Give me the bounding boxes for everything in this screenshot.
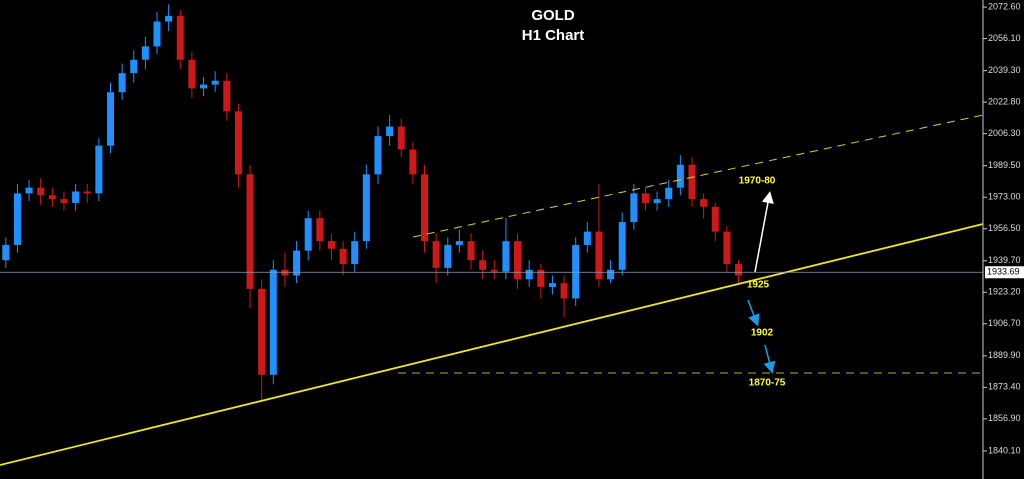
- candle-body: [48, 195, 56, 200]
- candle-body: [165, 15, 173, 22]
- y-tick-label: 2006.30: [988, 128, 1021, 138]
- y-tick-label: 2039.30: [988, 65, 1021, 75]
- candle-body: [537, 269, 545, 287]
- candle-body: [444, 244, 452, 268]
- annotation: 1902: [751, 328, 774, 339]
- candle-body: [607, 269, 615, 280]
- y-tick-label: 1973.00: [988, 192, 1021, 202]
- candle-body: [641, 193, 649, 203]
- candle-body: [269, 269, 277, 375]
- candle-body: [200, 84, 208, 89]
- candle-body: [153, 21, 161, 47]
- candle-body: [188, 59, 196, 89]
- candle-body: [711, 206, 719, 232]
- candle-body: [223, 80, 231, 112]
- candle-body: [304, 218, 312, 251]
- candle-body: [583, 231, 591, 245]
- y-tick-label: 1906.70: [988, 318, 1021, 328]
- candle-body: [665, 187, 673, 200]
- candle-body: [560, 283, 568, 299]
- candles: [2, 4, 743, 402]
- candle-body: [130, 59, 138, 74]
- y-tick-label: 1923.20: [988, 287, 1021, 297]
- chart-subtitle: H1 Chart: [522, 27, 585, 44]
- candle-body: [72, 191, 80, 203]
- candle-body: [572, 244, 580, 299]
- y-tick-label: 1889.90: [988, 350, 1021, 360]
- candle-body: [688, 164, 696, 200]
- down-arrow: [763, 344, 776, 374]
- candle-body: [258, 288, 266, 375]
- annotation: 1870-75: [749, 378, 786, 389]
- y-tick-label: 2022.80: [988, 97, 1021, 107]
- last-price-label: 1933.69: [987, 267, 1020, 277]
- candle-body: [2, 244, 10, 261]
- candle-body: [95, 145, 103, 194]
- candle-body: [374, 136, 382, 175]
- candle-body: [25, 187, 33, 194]
- candle-body: [60, 199, 68, 203]
- up-arrow: [754, 191, 774, 273]
- y-tick-label: 1956.50: [988, 223, 1021, 233]
- candle-body: [618, 222, 626, 270]
- candle-body: [83, 191, 91, 194]
- candle-body: [723, 231, 731, 265]
- candle-body: [211, 80, 219, 85]
- candle-body: [386, 126, 394, 137]
- y-tick-label: 1856.90: [988, 413, 1021, 423]
- candle-body: [525, 269, 533, 280]
- candle-body: [490, 269, 498, 272]
- candle-body: [397, 126, 405, 150]
- y-tick-label: 2072.60: [988, 1, 1021, 11]
- candle-body: [676, 164, 684, 188]
- candle-body: [106, 92, 114, 146]
- candle-body: [409, 149, 417, 175]
- y-tick-label: 2056.10: [988, 33, 1021, 43]
- candle-body: [316, 218, 324, 242]
- y-tick-label: 1939.70: [988, 255, 1021, 265]
- annotation: 1925: [747, 280, 770, 291]
- candle-body: [514, 241, 522, 280]
- candle-body: [176, 15, 184, 60]
- candle-body: [630, 193, 638, 223]
- candle-body: [653, 199, 661, 203]
- candle-body: [327, 241, 335, 249]
- candle-body: [432, 241, 440, 268]
- candle-body: [37, 187, 45, 196]
- candle-body: [479, 260, 487, 270]
- y-tick-label: 1989.50: [988, 160, 1021, 170]
- down-arrow: [747, 299, 760, 327]
- candle-body: [595, 231, 603, 280]
- y-tick-label: 1873.40: [988, 382, 1021, 392]
- candle-body: [13, 193, 21, 245]
- y-tick-label: 1840.10: [988, 445, 1021, 455]
- candle-body: [455, 241, 463, 245]
- candle-body: [700, 199, 708, 207]
- candle-body: [351, 241, 359, 265]
- candle-body: [141, 46, 149, 60]
- annotation: 1970-80: [739, 176, 776, 187]
- last-price-box: [985, 266, 1024, 279]
- candle-body: [467, 241, 475, 261]
- candle-body: [420, 174, 428, 242]
- support-trendline: [0, 223, 984, 466]
- candle-body: [362, 174, 370, 242]
- candle-body: [246, 174, 254, 289]
- candle-body: [502, 241, 510, 272]
- candle-body: [548, 283, 556, 287]
- candle-body: [118, 73, 126, 93]
- candle-body: [339, 248, 347, 265]
- chart-title: GOLD: [531, 7, 574, 24]
- candle-body: [234, 111, 242, 175]
- candle-body: [293, 250, 301, 276]
- candle-body: [735, 264, 743, 276]
- price-scale: 2072.60 2056.10 2039.30 2022.80 2006.30 1989.…: [983, 1, 1021, 455]
- channel-line: [412, 114, 984, 238]
